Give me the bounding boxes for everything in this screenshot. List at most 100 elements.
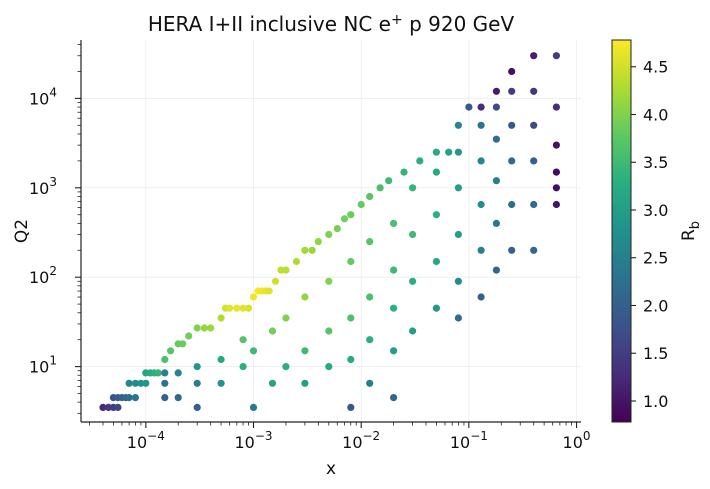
data-point — [249, 347, 258, 355]
data-point — [193, 363, 201, 371]
data-point — [301, 293, 309, 301]
y-axis-label: Q2 — [12, 219, 32, 243]
data-point — [477, 293, 485, 301]
colorbar-tick-label: 3.0 — [643, 201, 668, 220]
data-point — [508, 246, 516, 254]
data-point — [161, 379, 169, 387]
colorbar-tick-label: 2.5 — [643, 249, 668, 268]
data-point — [268, 379, 277, 387]
data-point — [530, 121, 538, 129]
y-tick-label: 101 — [29, 354, 57, 377]
data-point — [454, 148, 462, 156]
data-point — [347, 211, 355, 219]
data-point — [477, 246, 485, 254]
data-point — [390, 347, 398, 355]
data-point — [167, 347, 175, 355]
data-point — [432, 211, 440, 219]
data-point — [366, 293, 374, 301]
data-point — [99, 403, 107, 411]
data-point — [409, 230, 417, 239]
data-point — [366, 336, 374, 344]
data-point — [376, 184, 384, 192]
data-point — [492, 219, 500, 227]
data-point — [432, 257, 440, 266]
colorbar-label-sub: b — [688, 221, 703, 229]
data-point — [508, 200, 516, 209]
data-point — [390, 266, 398, 274]
data-point — [207, 324, 215, 332]
colorbar-tick-label: 1.0 — [643, 392, 668, 411]
data-point — [530, 200, 538, 209]
data-point — [245, 304, 253, 312]
data-point — [239, 363, 247, 371]
x-tick-label: 10−4 — [127, 429, 165, 452]
scatter-points — [99, 52, 561, 411]
data-point — [477, 200, 485, 209]
data-point — [552, 184, 561, 192]
data-point — [492, 177, 500, 185]
y-tick-label: 104 — [29, 85, 57, 108]
data-point — [409, 327, 417, 335]
data-point — [282, 314, 290, 322]
data-point — [174, 369, 182, 377]
data-point — [347, 314, 355, 322]
data-point — [292, 257, 300, 266]
data-point — [454, 121, 462, 129]
data-point — [454, 314, 462, 322]
data-point — [409, 184, 417, 192]
data-point — [454, 230, 462, 239]
data-point — [325, 230, 333, 239]
data-point — [340, 215, 349, 223]
data-point — [161, 369, 169, 377]
colorbar-ticks: 1.0 1.5 2.0 2.5 3.0 3.5 4.0 4.5 — [631, 58, 668, 411]
data-point — [239, 304, 247, 312]
data-point — [552, 200, 561, 209]
data-point — [347, 257, 355, 266]
data-point — [445, 148, 453, 156]
data-point — [179, 340, 187, 348]
data-point — [416, 157, 424, 165]
data-point — [357, 200, 365, 209]
data-point — [477, 103, 485, 111]
data-point — [114, 403, 122, 411]
data-point — [432, 304, 440, 312]
data-point — [271, 277, 280, 285]
data-point — [530, 246, 538, 254]
data-point — [347, 355, 355, 364]
data-point — [200, 324, 208, 332]
data-point — [142, 379, 150, 387]
data-point — [174, 394, 182, 402]
data-point — [308, 246, 316, 254]
x-axis-ticks: 10−4 10−3 10−2 10−1 100 — [89, 422, 591, 452]
data-point — [226, 304, 234, 312]
data-point — [366, 379, 374, 387]
y-tick-label: 102 — [29, 264, 57, 287]
data-point — [325, 277, 333, 285]
data-point — [492, 103, 500, 111]
colorbar-tick-label: 4.0 — [643, 105, 668, 124]
data-point — [217, 314, 225, 322]
data-point — [454, 277, 462, 285]
data-point — [301, 246, 309, 254]
data-point — [409, 277, 417, 285]
data-point — [508, 121, 516, 129]
y-tick-label: 103 — [29, 175, 57, 198]
data-point — [249, 293, 258, 301]
data-point — [325, 363, 333, 371]
data-point — [125, 379, 133, 387]
data-point — [314, 238, 322, 246]
colorbar-tick-label: 3.5 — [643, 153, 668, 172]
data-point — [454, 184, 462, 192]
data-point — [161, 355, 169, 364]
colorbar-tick-label: 2.0 — [643, 296, 668, 315]
data-point — [385, 177, 393, 185]
colorbar-label-main: R — [679, 229, 699, 241]
data-point — [432, 148, 440, 156]
data-point — [465, 103, 473, 111]
data-point — [268, 327, 277, 335]
data-point — [390, 304, 398, 312]
colorbar: 1.0 1.5 2.0 2.5 3.0 3.5 4.0 4.5 Rb — [611, 39, 703, 423]
data-point — [492, 87, 500, 95]
data-point — [400, 168, 408, 176]
